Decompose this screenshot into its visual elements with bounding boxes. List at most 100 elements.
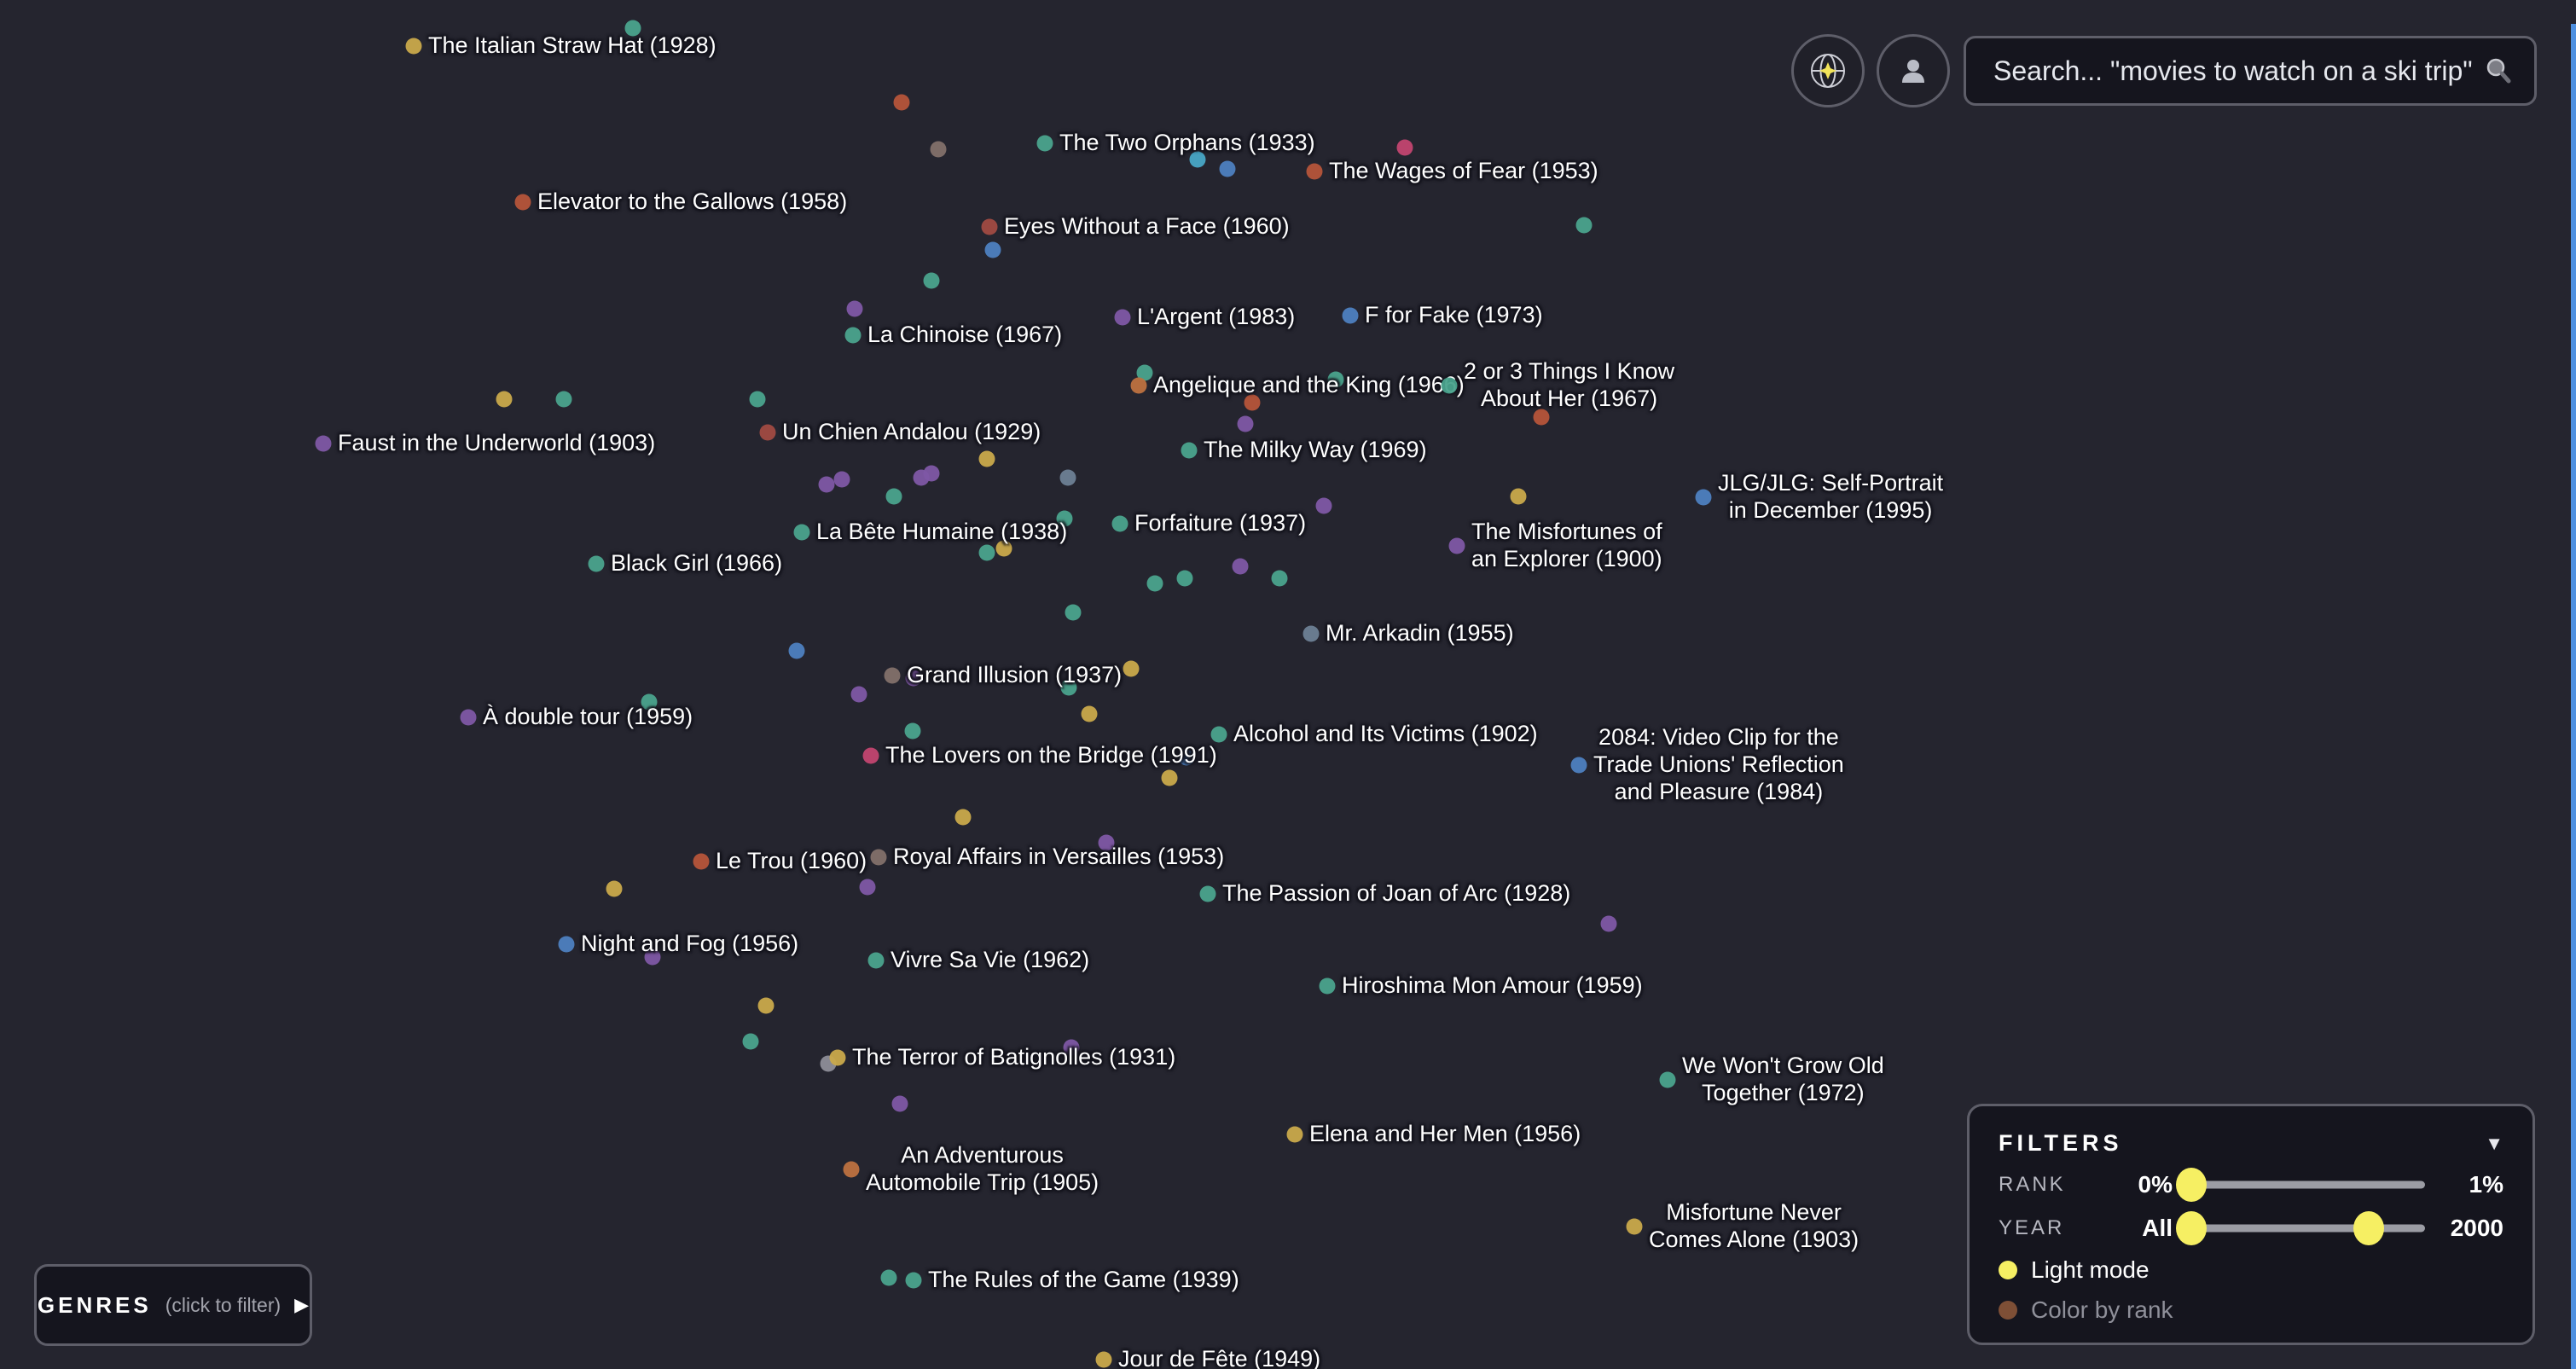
background-movie-dot[interactable] (1533, 409, 1550, 426)
movie-label[interactable]: The Rules of the Game (1939) (928, 1267, 1239, 1293)
rank-slider-track[interactable] (2191, 1180, 2425, 1189)
movie-dot[interactable] (905, 1272, 922, 1289)
movie-label[interactable]: The Passion of Joan of Arc (1928) (1222, 880, 1571, 907)
background-movie-dot[interactable] (1059, 469, 1076, 486)
light-mode-toggle[interactable]: Light mode (1999, 1256, 2503, 1284)
search-icon[interactable] (2483, 55, 2514, 86)
background-movie-dot[interactable] (1178, 749, 1195, 766)
movie-dot[interactable] (1303, 625, 1320, 642)
background-movie-dot[interactable] (923, 272, 940, 289)
year-slider-thumb[interactable] (2353, 1211, 2385, 1245)
background-movie-dot[interactable] (923, 465, 940, 482)
background-movie-dot[interactable] (880, 1269, 897, 1286)
movie-label[interactable]: La Chinoise (1967) (867, 322, 1063, 348)
movie-label[interactable]: Black Girl (1966) (611, 550, 783, 577)
background-movie-dot[interactable] (905, 670, 922, 687)
movie-label[interactable]: The Milky Way (1969) (1204, 437, 1427, 463)
movie-dot[interactable] (405, 38, 422, 55)
movie-dot[interactable] (1114, 309, 1131, 326)
background-movie-dot[interactable] (1600, 915, 1617, 932)
background-movie-dot[interactable] (1189, 151, 1206, 168)
background-movie-dot[interactable] (1244, 394, 1261, 411)
background-movie-dot[interactable] (904, 722, 921, 740)
year-slider[interactable] (2176, 1211, 2425, 1245)
movie-label[interactable]: Eyes Without a Face (1960) (1004, 213, 1290, 240)
movie-label[interactable]: 2084: Video Clip for the Trade Unions' Re… (1593, 724, 1844, 804)
background-movie-dot[interactable] (1081, 705, 1098, 722)
movie-dot[interactable] (1448, 537, 1465, 554)
movie-label[interactable]: The Two Orphans (1933) (1059, 130, 1315, 156)
movie-label[interactable]: L'Argent (1983) (1137, 304, 1296, 330)
background-movie-dot[interactable] (885, 488, 902, 505)
movie-dot[interactable] (1626, 1218, 1643, 1235)
movie-label[interactable]: Hiroshima Mon Amour (1959) (1342, 972, 1643, 999)
movie-dot[interactable] (843, 1161, 860, 1178)
background-movie-dot[interactable] (978, 544, 995, 561)
background-movie-dot[interactable] (1232, 558, 1249, 575)
movie-label[interactable]: F for Fake (1973) (1365, 302, 1543, 328)
movie-dot[interactable] (1342, 307, 1359, 324)
background-movie-dot[interactable] (850, 686, 867, 703)
movie-label[interactable]: Angelique and the King (1966) (1153, 372, 1465, 398)
background-movie-dot[interactable] (978, 450, 995, 467)
movie-dot[interactable] (870, 849, 887, 866)
background-movie-dot[interactable] (891, 1095, 908, 1112)
movie-label[interactable]: Night and Fog (1956) (581, 931, 799, 957)
background-movie-dot[interactable] (1060, 679, 1077, 696)
movie-dot[interactable] (1441, 377, 1458, 394)
background-movie-dot[interactable] (555, 391, 572, 408)
movie-label[interactable]: Vivre Sa Vie (1962) (891, 947, 1090, 973)
background-movie-dot[interactable] (859, 879, 876, 896)
background-movie-dot[interactable] (995, 540, 1012, 557)
movie-dot[interactable] (558, 936, 575, 953)
background-movie-dot[interactable] (1065, 604, 1082, 621)
background-movie-dot[interactable] (984, 241, 1001, 258)
movie-label[interactable]: Un Chien Andalou (1929) (782, 419, 1041, 445)
movie-dot[interactable] (793, 524, 810, 541)
search-bar[interactable] (1964, 36, 2537, 106)
background-movie-dot[interactable] (1271, 570, 1288, 587)
background-movie-dot[interactable] (1063, 1039, 1080, 1056)
search-input[interactable] (1992, 54, 2483, 88)
genres-expand-arrow-icon[interactable]: ▶ (294, 1294, 310, 1315)
movie-dot[interactable] (460, 709, 477, 726)
movie-dot[interactable] (1036, 135, 1053, 152)
globe-button[interactable] (1791, 34, 1865, 107)
movie-dot[interactable] (862, 747, 879, 764)
movie-dot[interactable] (1181, 442, 1198, 459)
movie-label[interactable]: Elevator to the Gallows (1958) (537, 189, 848, 215)
background-movie-dot[interactable] (1219, 160, 1236, 177)
movie-label[interactable]: JLG/JLG: Self-Portrait in December (1995) (1718, 470, 1944, 523)
movie-dot[interactable] (1570, 757, 1587, 774)
background-movie-dot[interactable] (742, 1033, 759, 1050)
movie-label[interactable]: Royal Affairs in Versailles (1953) (893, 844, 1225, 870)
background-movie-dot[interactable] (1396, 139, 1413, 156)
movie-label[interactable]: The Terror of Batignolles (1931) (852, 1044, 1176, 1070)
genres-button[interactable]: GENRES (click to filter) ▶ (34, 1264, 312, 1346)
background-movie-dot[interactable] (1176, 570, 1193, 587)
movie-label[interactable]: Mr. Arkadin (1955) (1326, 620, 1514, 647)
background-movie-dot[interactable] (1123, 660, 1140, 677)
background-movie-dot[interactable] (1146, 575, 1163, 592)
movie-label[interactable]: Le Trou (1960) (716, 848, 867, 874)
movie-label[interactable]: Jour de Fête (1949) (1118, 1346, 1321, 1369)
background-movie-dot[interactable] (1510, 488, 1527, 505)
background-movie-dot[interactable] (757, 997, 775, 1014)
background-movie-dot[interactable] (1327, 371, 1344, 388)
background-movie-dot[interactable] (1315, 497, 1332, 514)
movie-label[interactable]: 2 or 3 Things I Know About Her (1967) (1464, 358, 1675, 411)
movie-dot[interactable] (1286, 1126, 1303, 1143)
movie-dot[interactable] (588, 555, 605, 572)
year-slider-track[interactable] (2191, 1224, 2425, 1233)
movie-label[interactable]: Forfaiture (1937) (1134, 510, 1307, 537)
movie-label[interactable]: Alcohol and Its Victims (1902) (1233, 721, 1538, 747)
movie-dot[interactable] (693, 853, 710, 870)
background-movie-dot[interactable] (833, 471, 850, 488)
year-slider-thumb[interactable] (2176, 1211, 2207, 1245)
movie-dot[interactable] (514, 194, 531, 211)
movie-dot[interactable] (1199, 885, 1216, 902)
movie-dot[interactable] (884, 667, 901, 684)
movie-dot[interactable] (867, 952, 885, 969)
movie-label[interactable]: Grand Illusion (1937) (907, 662, 1123, 688)
